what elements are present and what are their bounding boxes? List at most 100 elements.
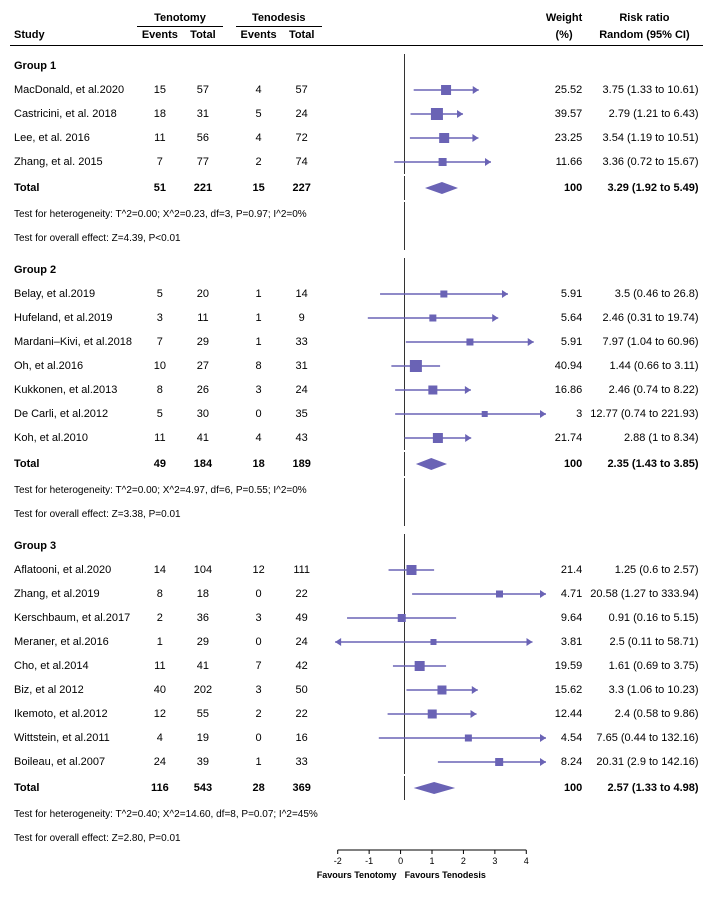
- tenotomy-events: 11: [137, 126, 183, 150]
- svg-text:3: 3: [492, 856, 497, 866]
- rr-value: 12.77 (0.74 to 221.93): [586, 402, 702, 426]
- tenotomy-total: 104: [183, 558, 223, 582]
- ci-marker: [326, 404, 538, 424]
- tenotomy-total: 41: [183, 654, 223, 678]
- tenotomy-total: 56: [183, 126, 223, 150]
- tenodesis-total: 72: [282, 126, 322, 150]
- tenotomy-total: 55: [183, 702, 223, 726]
- ci-marker: [326, 428, 538, 448]
- study-row: Mardani–Kivi, et al.2018 7 29 1 33 5.91 …: [10, 330, 703, 354]
- tenodesis-total: 24: [282, 102, 322, 126]
- tenotomy-events: 11: [137, 654, 183, 678]
- svg-text:4: 4: [524, 856, 529, 866]
- events-header-2: Events: [236, 27, 282, 46]
- super-header-row: Tenotomy Tenodesis Weight Risk ratio: [10, 10, 703, 27]
- heterogeneity-row: Test for heterogeneity: T^2=0.00; X^2=0.…: [10, 202, 703, 226]
- rr-value: 2.46 (0.74 to 8.22): [586, 378, 702, 402]
- weight-value: 15.62: [542, 678, 586, 702]
- tenotomy-events: 40: [137, 678, 183, 702]
- ci-marker: [326, 152, 538, 172]
- study-label: Ikemoto, et al.2012: [10, 702, 137, 726]
- weight-value: 5.91: [542, 330, 586, 354]
- tenodesis-events: 1: [236, 750, 282, 774]
- tenodesis-total: 33: [282, 330, 322, 354]
- weight-value: 39.57: [542, 102, 586, 126]
- tenodesis-total: 35: [282, 402, 322, 426]
- ci-marker: [326, 584, 538, 604]
- tenodesis-total: 14: [282, 282, 322, 306]
- weight-value: 12.44: [542, 702, 586, 726]
- study-label: Kukkonen, et al.2013: [10, 378, 137, 402]
- tenodesis-events: 4: [236, 426, 282, 450]
- rr-value: 2.4 (0.58 to 9.86): [586, 702, 702, 726]
- tenodesis-total: 42: [282, 654, 322, 678]
- study-label: Hufeland, et al.2019: [10, 306, 137, 330]
- tenodesis-total: 57: [282, 78, 322, 102]
- svg-text:Favours Tenodesis: Favours Tenodesis: [404, 870, 485, 880]
- tenotomy-events: 18: [137, 102, 183, 126]
- study-label: Lee, et al. 2016: [10, 126, 137, 150]
- tenodesis-total: 43: [282, 426, 322, 450]
- study-row: Ikemoto, et al.2012 12 55 2 22 12.44 2.4…: [10, 702, 703, 726]
- tenodesis-total: 24: [282, 378, 322, 402]
- ci-marker: [326, 284, 538, 304]
- ci-marker: [326, 356, 538, 376]
- ci-marker: [326, 632, 538, 652]
- tenodesis-total: 49: [282, 606, 322, 630]
- overall-effect-row: Test for overall effect: Z=2.80, P=0.01: [10, 826, 703, 850]
- tenodesis-total: 31: [282, 354, 322, 378]
- rr-value: 3.5 (0.46 to 26.8): [586, 282, 702, 306]
- tenotomy-events: 1: [137, 630, 183, 654]
- svg-text:2: 2: [461, 856, 466, 866]
- weight-value: 4.71: [542, 582, 586, 606]
- ci-marker: [326, 380, 538, 400]
- tenotomy-total: 20: [183, 282, 223, 306]
- tenodesis-events: 0: [236, 630, 282, 654]
- tenotomy-events: 14: [137, 558, 183, 582]
- tenotomy-total: 57: [183, 78, 223, 102]
- ci-marker: [326, 80, 538, 100]
- rr-sub-header: Random (95% CI): [586, 27, 702, 46]
- ci-marker: [326, 656, 538, 676]
- study-row: Castricini, et al. 2018 18 31 5 24 39.57…: [10, 102, 703, 126]
- weight-value: 21.74: [542, 426, 586, 450]
- weight-value: 25.52: [542, 78, 586, 102]
- rr-value: 7.65 (0.44 to 132.16): [586, 726, 702, 750]
- tenodesis-events: 2: [236, 150, 282, 174]
- group-header: Group 3: [10, 526, 703, 558]
- study-label: Zhang, et al. 2015: [10, 150, 137, 174]
- svg-text:1: 1: [429, 856, 434, 866]
- study-row: Cho, et al.2014 11 41 7 42 19.59 1.61 (0…: [10, 654, 703, 678]
- weight-value: 40.94: [542, 354, 586, 378]
- study-label: Koh, et al.2010: [10, 426, 137, 450]
- study-row: Zhang, et al. 2015 7 77 2 74 11.66 3.36 …: [10, 150, 703, 174]
- weight-value: 9.64: [542, 606, 586, 630]
- study-row: Biz, et al 2012 40 202 3 50 15.62 3.3 (1…: [10, 678, 703, 702]
- study-label: Kerschbaum, et al.2017: [10, 606, 137, 630]
- overall-effect-row: Test for overall effect: Z=4.39, P<0.01: [10, 226, 703, 250]
- rr-value: 2.88 (1 to 8.34): [586, 426, 702, 450]
- heterogeneity-row: Test for heterogeneity: T^2=0.40; X^2=14…: [10, 802, 703, 826]
- tenotomy-total: 19: [183, 726, 223, 750]
- tenodesis-total: 24: [282, 630, 322, 654]
- tenotomy-events: 2: [137, 606, 183, 630]
- tenodesis-total: 33: [282, 750, 322, 774]
- study-row: Oh, et al.2016 10 27 8 31 40.94 1.44 (0.…: [10, 354, 703, 378]
- total-header-2: Total: [282, 27, 322, 46]
- group-total-row: Total 49 184 18 189 100 2.35 (1.43 to 3.…: [10, 450, 703, 478]
- ci-marker: [326, 608, 538, 628]
- tenodesis-header: Tenodesis: [236, 10, 322, 27]
- study-label: De Carli, et al.2012: [10, 402, 137, 426]
- tenotomy-events: 24: [137, 750, 183, 774]
- axis-row: -2-101234 Favours Tenotomy Favours Tenod…: [10, 850, 703, 888]
- study-row: De Carli, et al.2012 5 30 0 35 3 12.77 (…: [10, 402, 703, 426]
- study-row: Hufeland, et al.2019 3 11 1 9 5.64 2.46 …: [10, 306, 703, 330]
- tenotomy-events: 7: [137, 330, 183, 354]
- ci-marker: [326, 728, 538, 748]
- study-label: Aflatooni, et al.2020: [10, 558, 137, 582]
- study-row: Kukkonen, et al.2013 8 26 3 24 16.86 2.4…: [10, 378, 703, 402]
- group-total-row: Total 116 543 28 369 100 2.57 (1.33 to 4…: [10, 774, 703, 802]
- tenodesis-events: 3: [236, 678, 282, 702]
- tenodesis-events: 5: [236, 102, 282, 126]
- ci-marker: [326, 332, 538, 352]
